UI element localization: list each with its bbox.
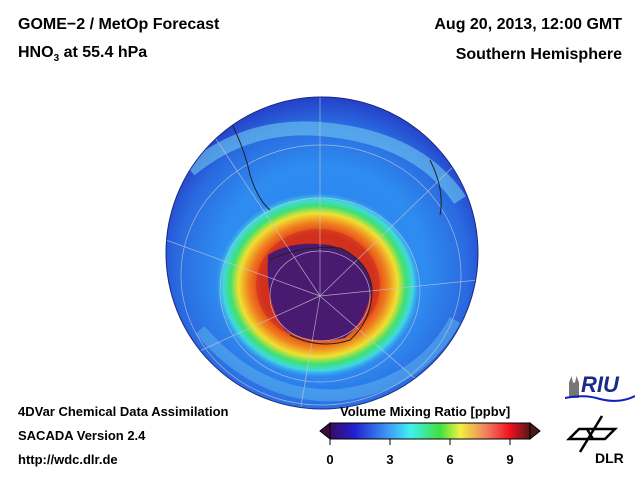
dlr-logo: DLR (565, 412, 635, 467)
riu-logo: RIU (565, 372, 635, 404)
colorbar-gradient (329, 422, 531, 440)
colorbar-tick: 3 (386, 452, 394, 467)
colorbar-tick: 0 (326, 452, 334, 467)
colorbar-tick: 9 (506, 452, 514, 467)
footer-url[interactable]: http://wdc.dlr.de (18, 452, 118, 467)
region-label: Southern Hemisphere (455, 46, 622, 63)
coastlines (229, 119, 442, 345)
species-name: HNO (18, 44, 54, 61)
forecast-date: Aug 20, 2013, 12:00 GMT (434, 16, 622, 33)
footer-version: SACADA Version 2.4 (18, 428, 146, 443)
dlr-logo-text: DLR (595, 450, 624, 466)
colorbar-under-arrow (319, 422, 331, 441)
colorbar-tick: 6 (446, 452, 454, 467)
species-level: HNO3 at 55.4 hPa (18, 44, 147, 64)
product-title: GOME−2 / MetOp Forecast (18, 16, 220, 33)
cathedral-icon (569, 376, 579, 398)
colorbar-over-arrow (529, 422, 541, 441)
dlr-cross-icon (565, 415, 619, 453)
river-icon (565, 395, 635, 402)
footer-method: 4DVar Chemical Data Assimilation (18, 404, 229, 419)
colorbar (319, 422, 541, 445)
colorbar-title: Volume Mixing Ratio [ppbv] (340, 404, 511, 419)
riu-logo-text: RIU (581, 372, 619, 397)
pressure-level: at 55.4 hPa (59, 44, 148, 61)
species-subscript: 3 (53, 53, 60, 65)
